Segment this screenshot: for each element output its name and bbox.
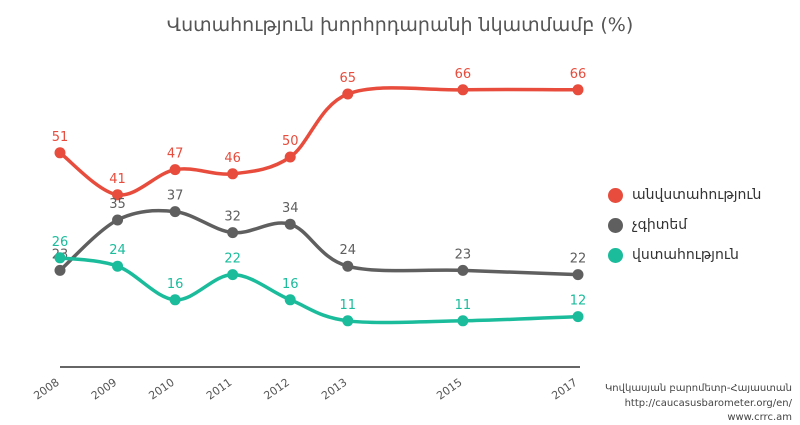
legend-marker-icon (608, 217, 623, 233)
data-label: 50 (282, 134, 299, 149)
data-label: 12 (570, 294, 587, 309)
data-point (342, 260, 354, 272)
x-tick-label: 2012 (262, 376, 292, 403)
series-line (58, 86, 580, 197)
data-label: 24 (109, 243, 126, 258)
data-point (284, 151, 296, 163)
data-point (457, 264, 469, 276)
source-name: Կովկասյան բարոմետր-Հայաստան (604, 383, 792, 394)
data-point (227, 168, 239, 180)
data-label: 32 (224, 210, 241, 225)
data-label: 11 (455, 298, 472, 313)
data-label: 16 (167, 277, 184, 292)
data-label: 46 (224, 151, 241, 166)
data-point (572, 84, 584, 96)
legend-item: անվստահություն (608, 185, 761, 205)
x-tick-label: 2013 (319, 376, 349, 403)
data-point (457, 84, 469, 96)
data-point (169, 294, 181, 306)
data-point (227, 269, 239, 281)
x-tick-label: 2011 (204, 376, 234, 403)
data-label: 47 (167, 147, 184, 162)
data-point (169, 164, 181, 176)
data-label: 66 (455, 67, 472, 82)
x-tick-label: 2008 (31, 376, 61, 403)
legend-item: չգիտեմ (608, 215, 687, 235)
data-point (342, 88, 354, 100)
legend-label: անվստահություն (632, 187, 762, 203)
chart-title: Վստահություն խորհրդարանի նկատմամբ (%) (166, 14, 634, 36)
data-point (457, 315, 469, 327)
x-tick-label: 2009 (89, 376, 119, 403)
data-label: 16 (282, 277, 299, 292)
data-point (112, 214, 124, 226)
data-label: 66 (570, 67, 587, 82)
data-point (54, 252, 66, 264)
legend-label: չգիտեմ (632, 217, 688, 233)
data-point (284, 294, 296, 306)
data-label: 26 (52, 235, 69, 250)
data-label: 41 (109, 172, 126, 187)
source-url[interactable]: http://caucasusbarometer.org/en/ (624, 398, 792, 409)
data-point (572, 311, 584, 323)
x-tick-label: 2015 (434, 376, 464, 403)
x-tick-label: 2017 (549, 376, 579, 403)
data-point (572, 269, 584, 281)
data-label: 11 (340, 298, 357, 313)
data-label: 24 (340, 243, 357, 258)
data-point (169, 206, 181, 218)
data-point (342, 315, 354, 327)
data-label: 37 (167, 189, 184, 204)
data-label: 23 (455, 247, 472, 262)
legend-label: վստահություն (632, 247, 739, 263)
legend-marker-icon (608, 187, 623, 203)
data-point (54, 147, 66, 159)
data-label: 22 (570, 252, 587, 267)
legend-marker-icon (608, 247, 623, 263)
source-website[interactable]: www.crrc.am (727, 412, 792, 423)
data-label: 35 (109, 197, 126, 212)
x-tick-label: 2010 (146, 376, 176, 403)
series-line (58, 208, 580, 277)
data-point (54, 264, 66, 276)
data-label: 65 (340, 71, 357, 86)
data-point (112, 260, 124, 272)
data-label: 22 (224, 252, 241, 267)
data-point (112, 189, 124, 201)
data-point (227, 227, 239, 239)
data-label: 51 (52, 130, 69, 145)
data-label: 34 (282, 201, 299, 216)
data-point (284, 218, 296, 230)
series-line (58, 256, 580, 325)
legend-item: վստահություն (608, 245, 739, 265)
